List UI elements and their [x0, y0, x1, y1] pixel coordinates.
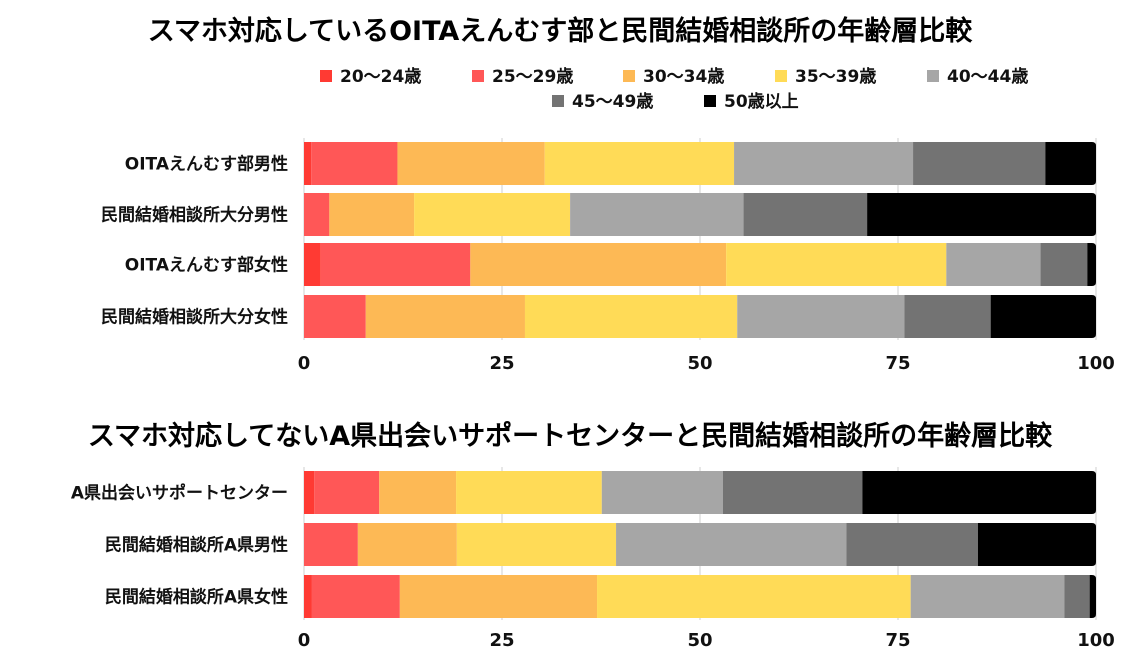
bar-segment: [1045, 142, 1096, 185]
legend-swatch: [927, 70, 939, 82]
bar-segment: [314, 471, 380, 514]
bar-segment: [470, 243, 727, 286]
bar-segment: [867, 193, 1096, 236]
x-tick-label: 25: [489, 353, 514, 374]
legend-label: 35〜39歳: [795, 66, 876, 87]
bar-segment: [456, 523, 617, 566]
bar-segment: [862, 471, 1096, 514]
legend-swatch: [472, 70, 484, 82]
bar-segment: [399, 575, 598, 618]
bar-segment: [304, 471, 315, 514]
bar-segment: [734, 142, 914, 185]
x-tick-label: 75: [885, 353, 910, 374]
legend-label: 40〜44歳: [947, 66, 1028, 87]
bar-segment: [1040, 243, 1088, 286]
bar-segment: [311, 575, 400, 618]
bar-segment: [846, 523, 978, 566]
chart-1-title: スマホ対応しているOITAえんむす部と民間結婚相談所の年齢層比較: [148, 15, 974, 47]
bar-segment: [977, 523, 1096, 566]
bar-segment: [910, 575, 1065, 618]
bar-segment: [904, 295, 991, 338]
bar-segment: [570, 193, 744, 236]
bar-segment: [311, 142, 398, 185]
bar-segment: [524, 295, 738, 338]
bar-segment: [320, 243, 471, 286]
bar-segment: [597, 575, 911, 618]
bar-segment: [304, 575, 312, 618]
bar-segment: [357, 523, 457, 566]
bar-segment: [1087, 243, 1096, 286]
legend-swatch: [623, 70, 635, 82]
bar-segment: [544, 142, 735, 185]
bar-segment: [304, 295, 366, 338]
category-label: 民間結婚相談所A県女性: [105, 587, 288, 608]
bar-segment: [379, 471, 457, 514]
category-label: OITAえんむす部男性: [125, 154, 288, 175]
category-label: 民間結婚相談所大分女性: [101, 307, 288, 328]
x-tick-label: 0: [298, 353, 311, 374]
bar-segment: [1089, 575, 1096, 618]
chart-2-title: スマホ対応してないA県出会いサポートセンターと民間結婚相談所の年齢層比較: [88, 420, 1053, 452]
legend-label: 25〜29歳: [492, 66, 573, 87]
x-tick-label: 75: [885, 630, 910, 651]
legend-swatch: [552, 95, 564, 107]
bar-segment: [946, 243, 1041, 286]
bar-segment: [329, 193, 415, 236]
bar-segment: [990, 295, 1096, 338]
legend-label: 45〜49歳: [572, 91, 653, 112]
bar-segment: [365, 295, 525, 338]
bar-segment: [743, 193, 868, 236]
bar-segment: [304, 243, 321, 286]
legend-swatch: [320, 70, 332, 82]
bar-segment: [726, 243, 947, 286]
legend-label: 50歳以上: [724, 91, 799, 112]
chart-2: 0 25 50 75 100 A県出会いサポートセンター民間結婚相談所A県男性民間結婚相談…: [71, 467, 1115, 651]
legend-swatch: [775, 70, 787, 82]
legend-swatch: [704, 95, 716, 107]
bar-segment: [601, 471, 723, 514]
x-tick-label: 100: [1077, 630, 1115, 651]
category-label: OITAえんむす部女性: [125, 255, 288, 276]
bar-segment: [304, 193, 330, 236]
x-tick-label: 50: [687, 353, 712, 374]
bar-segment: [737, 295, 905, 338]
bar-segment: [1064, 575, 1090, 618]
x-tick-label: 100: [1077, 353, 1115, 374]
bar-segment: [304, 142, 312, 185]
legend-label: 30〜34歳: [643, 66, 724, 87]
legend: 20〜24歳 25〜29歳 30〜34歳 35〜39歳 40〜44歳 45〜49歳 50歳以…: [320, 66, 1028, 112]
bar-segment: [397, 142, 545, 185]
bar-segment: [616, 523, 847, 566]
category-label: A県出会いサポートセンター: [71, 483, 288, 504]
legend-label: 20〜24歳: [340, 66, 421, 87]
x-tick-label: 50: [687, 630, 712, 651]
bar-segment: [304, 523, 358, 566]
bar-segment: [722, 471, 863, 514]
bar-segment: [414, 193, 571, 236]
x-tick-label: 25: [489, 630, 514, 651]
category-label: 民間結婚相談所大分男性: [101, 205, 288, 226]
category-label: 民間結婚相談所A県男性: [105, 535, 288, 556]
bar-segment: [913, 142, 1046, 185]
bar-segment: [456, 471, 602, 514]
x-tick-label: 0: [298, 630, 311, 651]
